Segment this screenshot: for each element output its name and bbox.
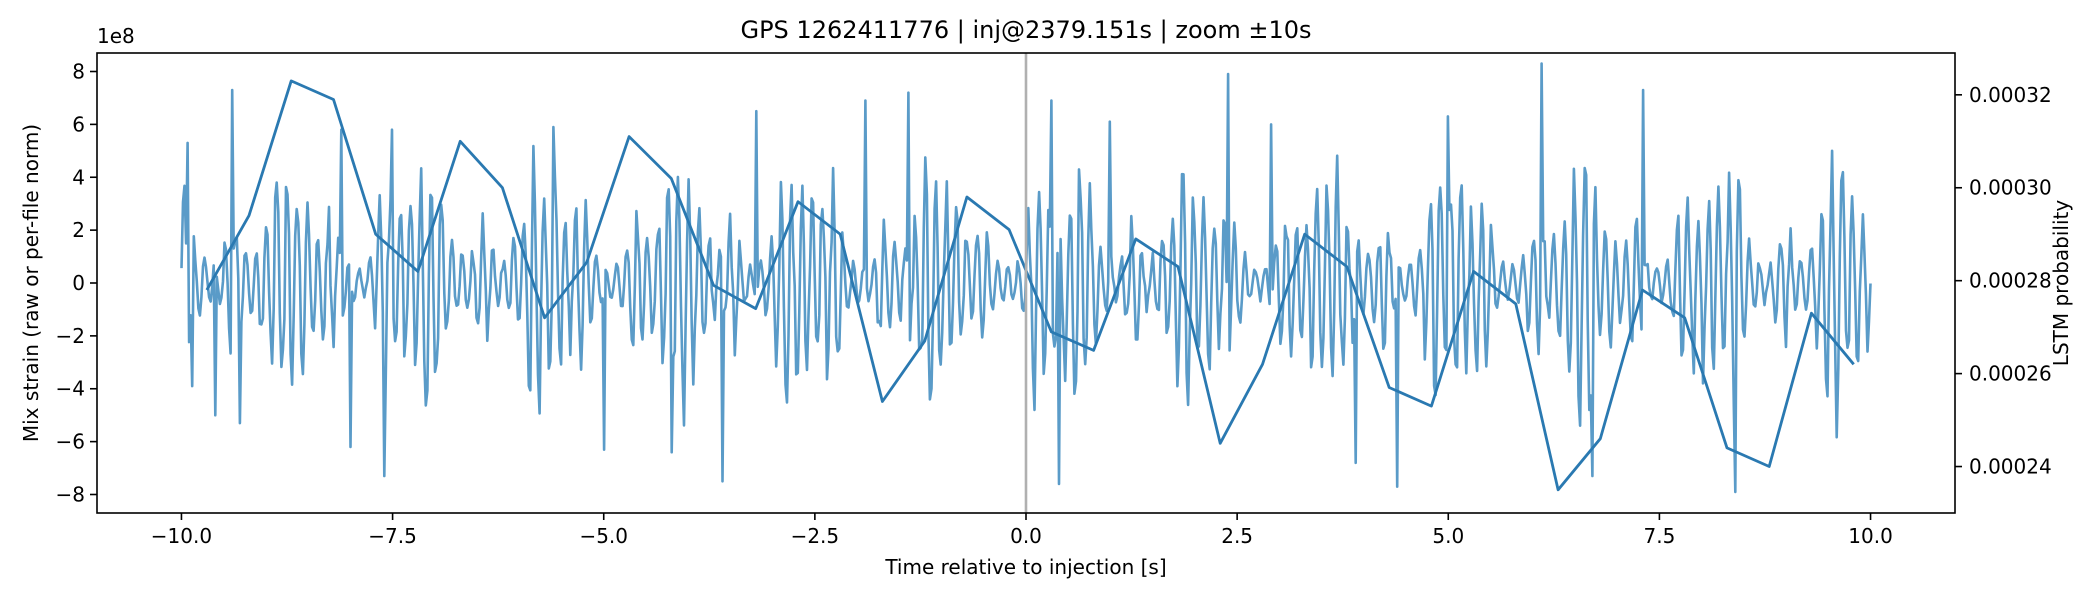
y-axis-label: Mix strain (raw or per-file norm) [19, 124, 43, 442]
y-axis-offset-label: 1e8 [97, 24, 135, 48]
x-tick-label: 2.5 [1221, 524, 1253, 548]
y2-tick-label: 0.00024 [1969, 455, 2052, 479]
y-axis-left: −8 −6 −4 −2 0 2 4 6 8 [56, 60, 97, 506]
y2-tick-label: 0.00030 [1969, 176, 2052, 200]
x-tick-label: −7.5 [368, 524, 417, 548]
x-tick-label: 10.0 [1848, 524, 1893, 548]
y-tick-label: −8 [56, 482, 85, 506]
x-tick-label: −5.0 [579, 524, 628, 548]
y-tick-label: −2 [56, 324, 85, 348]
x-axis: −10.0 −7.5 −5.0 −2.5 0.0 2.5 5.0 7.5 10.0 [151, 513, 1893, 548]
y2-tick-label: 0.00028 [1969, 269, 2052, 293]
x-tick-label: 0.0 [1010, 524, 1042, 548]
y-tick-label: 4 [72, 165, 85, 189]
y-tick-label: −4 [56, 377, 85, 401]
x-tick-label: −2.5 [791, 524, 840, 548]
x-tick-label: 5.0 [1432, 524, 1464, 548]
y-tick-label: 8 [72, 60, 85, 84]
x-tick-label: −10.0 [151, 524, 212, 548]
y-tick-label: −6 [56, 430, 85, 454]
y2-tick-label: 0.00026 [1969, 362, 2052, 386]
chart-title: GPS 1262411776 | inj@2379.151s | zoom ±1… [740, 16, 1311, 44]
x-axis-label: Time relative to injection [s] [884, 555, 1166, 579]
y2-tick-label: 0.00032 [1969, 83, 2052, 107]
y-tick-label: 2 [72, 218, 85, 242]
y2-axis-label: LSTM probability [2049, 200, 2073, 367]
series-lstm-probability-line [205, 79, 1855, 492]
x-tick-label: 7.5 [1644, 524, 1676, 548]
y-axis-right: 0.00024 0.00026 0.00028 0.00030 0.00032 [1955, 83, 2052, 479]
y-tick-label: 0 [72, 271, 85, 295]
plot-area [180, 53, 1872, 513]
y-tick-label: 6 [72, 112, 85, 136]
